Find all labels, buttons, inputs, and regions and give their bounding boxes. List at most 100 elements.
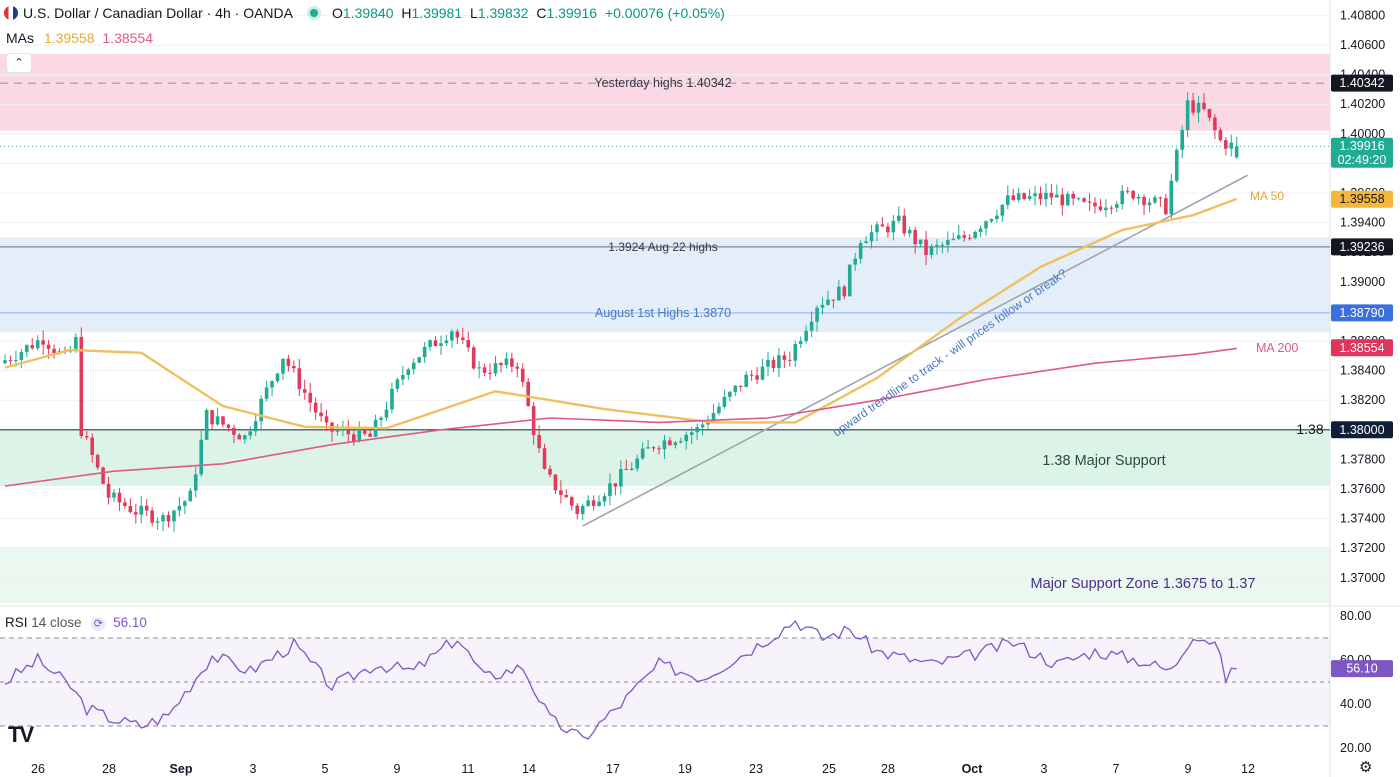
candle-body [237,434,242,440]
candle-body [19,351,24,361]
candle-body [738,385,743,387]
price-axis-tick: 1.38400 [1340,364,1385,378]
candle-body [1180,129,1184,150]
candle-body [1224,140,1228,149]
candle-body [352,434,356,442]
tag-level-138: 1.38000 [1331,421,1393,439]
candle-body [123,502,127,507]
price-axis-tick: 1.37600 [1340,482,1385,496]
ma50-label: MA 50 [1250,189,1284,203]
candle-body [286,358,291,366]
candle-body [1125,190,1130,192]
candle-body [728,391,732,397]
candle-body [1120,190,1125,205]
candle-body [809,321,814,331]
candle-body [1055,194,1059,198]
close-label: C [536,5,547,21]
labels-layer: Yesterday highs 1.40342 1.3924 Aug 22 hig… [594,76,1323,592]
tag-last-price-text: 1.39916 [1339,139,1384,153]
time-axis-tick: 14 [522,762,536,776]
candle-body [766,360,770,367]
time-axis-tick: 26 [31,762,45,776]
candle-body [597,501,601,506]
candle-body [608,483,612,497]
candle-body [924,239,928,255]
rsi-line [4,620,1237,740]
candle-body [891,220,896,233]
candle-body [450,331,454,341]
candle-body [913,230,917,245]
candle-body [820,304,825,308]
tag-yesterday-highs: 1.40342 [1331,74,1393,92]
open-value: 1.39840 [342,5,394,21]
candle-body [564,494,569,498]
candle-body [155,521,160,523]
candle-body [1164,198,1168,215]
candle-body [760,366,765,380]
candle-body [793,344,798,361]
candle-body [1076,198,1081,200]
price-axis-tick: 1.37400 [1340,512,1385,526]
tag-last-price-bg [1331,137,1393,168]
time-axis-tick: Sep [170,762,193,776]
candle-body [537,435,541,449]
candle-body [700,424,705,428]
tag-ma50-bg [1331,190,1393,208]
mas-legend[interactable]: MAs 1.39558 1.38554 [6,30,153,46]
price-axis-tick: 1.39000 [1340,275,1385,289]
candle-body [461,337,465,341]
candle-body [717,406,721,414]
candle-body [1196,102,1201,113]
candle-body [711,413,716,422]
candle-body [657,448,661,450]
candle-body [1022,193,1026,199]
high-value: 1.39981 [411,5,463,21]
tag-aug22-bg [1331,238,1393,256]
candle-body [1098,206,1103,211]
rsi-header[interactable]: RSI 14 close ⟳ 56.10 [5,615,147,631]
candle-body [1071,193,1075,199]
candle-body [390,388,394,410]
gear-icon[interactable]: ⚙ [1359,759,1373,776]
candle-body [1027,196,1032,199]
candle-body [837,286,841,301]
candle-body [967,237,972,239]
candle-body [1109,207,1114,209]
tag-yesterday-highs-text: 1.40342 [1339,76,1384,90]
candle-body [477,367,481,369]
level-138-label: 1.38 [1296,421,1323,437]
low-label: L [470,5,478,21]
candle-body [1218,130,1223,141]
candle-body [1207,108,1212,118]
candle-body [640,448,645,459]
tradingview-logo[interactable]: TV [8,722,34,748]
price-axis-tick: 1.40800 [1340,8,1385,22]
candle-body [782,355,787,360]
candle-body [946,240,950,245]
yesterday-highs-label: Yesterday highs 1.40342 [594,76,731,90]
candle-body [673,442,678,446]
candle-body [292,365,296,369]
candle-body [815,307,819,322]
tag-rsi: 56.10 [1331,660,1393,678]
price-axis-tick: 1.38200 [1340,393,1385,407]
candle-body [668,440,672,446]
refresh-icon[interactable]: ⟳ [91,617,106,631]
candle-body [1000,204,1005,216]
symbol-title[interactable]: U.S. Dollar / Canadian Dollar · 4h · OAN… [23,5,293,21]
collapse-legend-button[interactable]: ⌃ [6,53,32,73]
candle-body [499,363,503,366]
candle-body [221,416,225,425]
candle-body [1011,195,1016,200]
candle-body [853,258,857,265]
tag-rsi-bg [1331,660,1393,678]
ma200-line [4,347,1237,487]
candle-body [1174,149,1179,181]
candle-body [471,347,476,369]
candle-body [270,381,274,388]
candle-body [995,215,999,220]
candle-body [401,374,405,380]
candle-body [422,346,427,358]
candle-body [1049,192,1054,198]
